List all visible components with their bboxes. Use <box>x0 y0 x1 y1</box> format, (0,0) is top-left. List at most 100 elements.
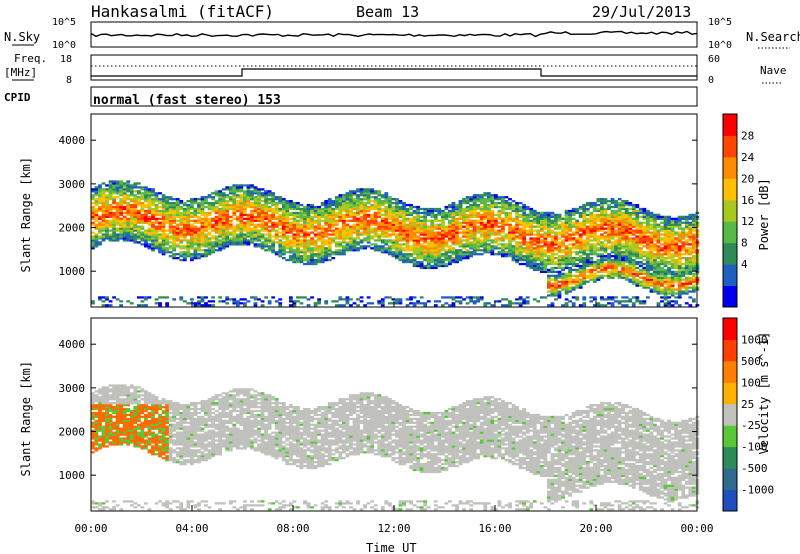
data-cell <box>204 245 208 248</box>
data-cell <box>423 231 428 234</box>
data-cell <box>271 229 276 232</box>
data-cell <box>610 247 615 250</box>
data-cell <box>366 227 371 230</box>
data-cell <box>373 219 378 222</box>
data-cell <box>292 217 297 220</box>
data-cell <box>151 231 155 234</box>
data-cell <box>501 243 505 246</box>
data-cell <box>547 290 551 293</box>
data-cell <box>433 260 438 264</box>
data-cell <box>119 180 124 183</box>
data-cell <box>387 211 392 215</box>
data-cell <box>129 225 134 228</box>
data-cell <box>122 231 127 234</box>
data-cell <box>508 205 512 209</box>
data-cell <box>621 253 626 256</box>
data-cell <box>260 219 265 222</box>
data-cell <box>614 235 618 238</box>
data-cell <box>426 249 431 252</box>
data-cell <box>310 257 314 260</box>
data-cell <box>561 282 565 285</box>
data-cell <box>430 233 435 236</box>
data-cell <box>317 205 322 209</box>
data-cell <box>147 223 152 226</box>
data-cell <box>631 219 636 222</box>
data-cell <box>476 219 481 222</box>
data-cell <box>628 298 633 301</box>
data-cell <box>585 253 590 256</box>
data-cell <box>550 243 555 246</box>
data-cell <box>624 247 629 250</box>
data-cell <box>218 209 223 213</box>
data-cell <box>274 253 279 256</box>
data-cell <box>504 207 509 211</box>
data-cell <box>299 203 304 207</box>
data-cell <box>469 247 474 250</box>
data-cell <box>112 221 116 224</box>
data-cell <box>660 284 664 287</box>
data-cell <box>221 205 226 209</box>
data-cell <box>221 233 226 236</box>
data-cell <box>525 264 530 268</box>
data-cell <box>525 229 530 232</box>
data-cell <box>303 233 307 236</box>
data-cell <box>426 209 431 213</box>
data-cell <box>554 257 558 260</box>
data-cell <box>260 203 265 207</box>
data-cell <box>621 200 626 203</box>
data-cell <box>670 300 675 303</box>
data-cell <box>161 247 166 250</box>
data-cell <box>246 221 251 224</box>
data-cell <box>617 217 622 220</box>
data-cell <box>387 215 392 219</box>
data-cell <box>462 257 466 260</box>
data-cell <box>101 198 106 201</box>
data-cell <box>292 239 297 242</box>
data-cell <box>158 211 162 215</box>
data-cell <box>179 247 184 250</box>
data-cell <box>543 215 548 219</box>
data-cell <box>490 221 495 224</box>
data-cell <box>663 239 668 242</box>
data-cell <box>395 257 399 260</box>
data-cell <box>359 225 364 228</box>
data-cell <box>352 227 357 230</box>
data-cell <box>511 233 516 236</box>
data-cell <box>274 231 279 234</box>
data-cell <box>105 298 109 301</box>
data-cell <box>193 247 198 250</box>
data-cell <box>200 253 205 256</box>
data-cell <box>660 278 664 281</box>
data-cell <box>483 205 488 209</box>
data-cell <box>151 235 155 238</box>
data-cell <box>129 223 134 226</box>
data-cell <box>653 260 657 264</box>
data-cell <box>175 215 180 219</box>
data-cell <box>193 257 198 260</box>
data-cell <box>356 207 360 211</box>
data-cell <box>416 223 421 226</box>
data-cell <box>299 223 304 226</box>
data-cell <box>416 255 421 258</box>
data-cell <box>246 200 251 203</box>
data-cell <box>278 245 283 248</box>
data-cell <box>543 213 548 217</box>
data-cell <box>257 192 261 195</box>
data-cell <box>547 217 551 220</box>
data-cell <box>631 247 636 250</box>
data-cell <box>419 257 424 260</box>
data-cell <box>600 253 604 256</box>
data-cell <box>334 253 339 256</box>
data-cell <box>327 221 332 224</box>
data-cell <box>504 217 509 220</box>
data-cell <box>486 237 491 240</box>
data-cell <box>387 233 392 236</box>
data-cell <box>257 229 261 232</box>
data-cell <box>575 211 580 215</box>
data-cell <box>440 227 445 230</box>
data-cell <box>621 217 626 220</box>
data-cell <box>532 253 537 256</box>
data-cell <box>670 227 675 230</box>
data-cell <box>175 229 180 232</box>
data-cell <box>147 215 152 219</box>
